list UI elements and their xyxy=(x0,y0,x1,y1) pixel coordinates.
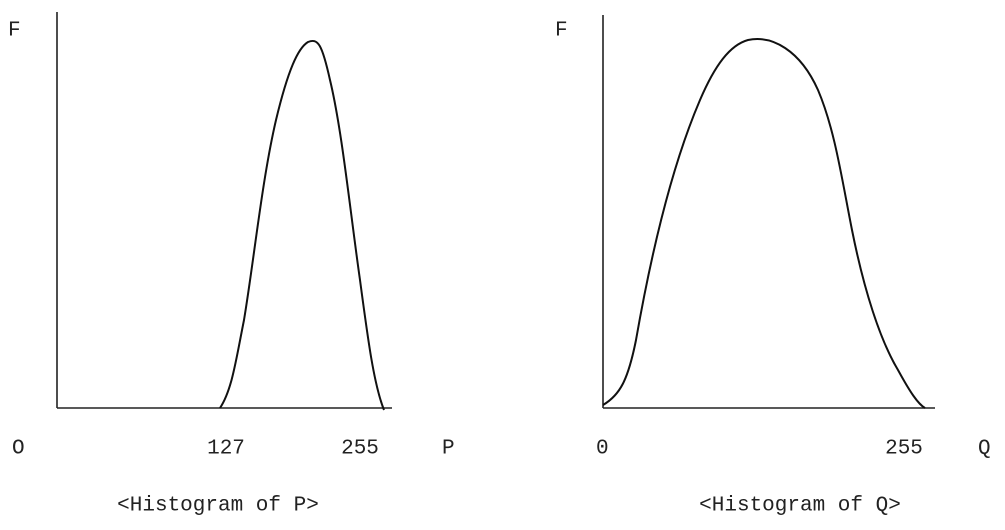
tick-label: 127 xyxy=(207,438,245,461)
x-label: P xyxy=(442,438,455,461)
histogram-q: F 0 255 Q <Histogram of Q> xyxy=(555,15,991,518)
histogram-curve xyxy=(602,38,926,409)
x-label: Q xyxy=(978,438,991,461)
tick-label: 255 xyxy=(341,438,379,461)
histogram-curve xyxy=(219,40,385,411)
caption: <Histogram of Q> xyxy=(699,495,901,518)
origin-label: O xyxy=(12,438,25,461)
caption: <Histogram of P> xyxy=(117,495,319,518)
histogram-p: F O 127 255 P <Histogram of P> xyxy=(8,12,455,518)
origin-label: 0 xyxy=(596,438,609,461)
tick-label: 255 xyxy=(885,438,923,461)
y-label: F xyxy=(8,20,21,43)
y-label: F xyxy=(555,20,568,43)
